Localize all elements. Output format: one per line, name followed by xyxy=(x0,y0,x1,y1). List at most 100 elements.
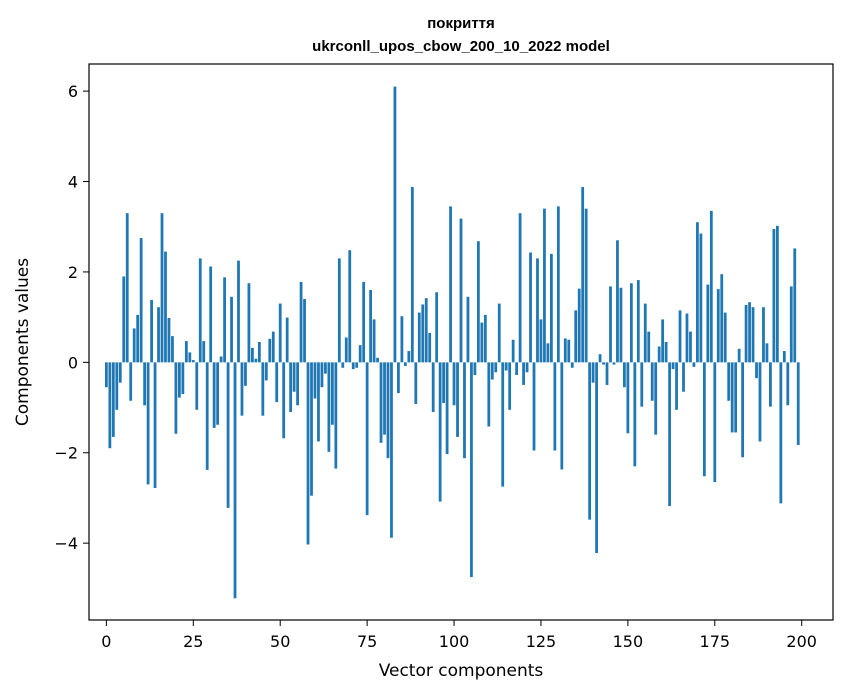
bar-173 xyxy=(706,284,710,363)
bar-58 xyxy=(306,362,310,545)
bar-67 xyxy=(337,258,341,363)
bar-46 xyxy=(264,362,268,381)
bar-96 xyxy=(438,362,442,502)
bar-135 xyxy=(574,310,578,363)
bar-3 xyxy=(115,362,119,410)
bar-10 xyxy=(139,238,143,363)
bar-16 xyxy=(160,213,164,363)
bar-145 xyxy=(609,286,612,363)
bar-45 xyxy=(261,362,265,416)
bar-93 xyxy=(428,332,432,363)
bar-30 xyxy=(209,266,213,363)
bar-131 xyxy=(560,362,564,470)
bar-71 xyxy=(351,362,355,370)
bar-87 xyxy=(407,351,411,363)
y-tick-label: −4 xyxy=(54,534,78,553)
bar-121 xyxy=(525,362,529,373)
bar-6 xyxy=(125,213,129,363)
bar-187 xyxy=(755,362,758,379)
bar-104 xyxy=(466,296,470,363)
bar-192 xyxy=(772,228,776,363)
bar-127 xyxy=(546,343,550,363)
bar-76 xyxy=(369,290,372,363)
bar-154 xyxy=(640,362,644,407)
bar-38 xyxy=(237,260,240,363)
bar-77 xyxy=(372,319,376,363)
bar-35 xyxy=(226,362,230,508)
bar-126 xyxy=(543,208,546,363)
bar-4 xyxy=(118,362,122,383)
bar-62 xyxy=(320,362,324,388)
bar-178 xyxy=(723,312,727,363)
bar-190 xyxy=(765,343,769,363)
bar-143 xyxy=(602,362,605,365)
bar-191 xyxy=(769,362,772,407)
bar-120 xyxy=(522,362,525,385)
bar-152 xyxy=(633,362,637,467)
bar-128 xyxy=(550,253,553,363)
bar-44 xyxy=(257,342,261,363)
bar-34 xyxy=(223,277,226,363)
bar-53 xyxy=(289,362,293,413)
bar-148 xyxy=(619,287,623,363)
bar-42 xyxy=(251,347,254,363)
bar-199 xyxy=(796,362,800,446)
bar-75 xyxy=(365,362,369,516)
bar-5 xyxy=(122,276,126,363)
bar-166 xyxy=(682,362,685,392)
bar-133 xyxy=(567,339,571,363)
bar-155 xyxy=(643,303,647,363)
bar-105 xyxy=(470,362,473,578)
bar-11 xyxy=(143,362,147,406)
bar-196 xyxy=(786,362,790,406)
bar-36 xyxy=(230,296,233,363)
bar-160 xyxy=(661,319,665,363)
bar-20 xyxy=(174,362,178,434)
bar-29 xyxy=(205,362,209,470)
bar-124 xyxy=(536,258,539,363)
bar-110 xyxy=(487,362,491,427)
bar-179 xyxy=(727,362,731,401)
bar-114 xyxy=(501,362,505,487)
chart-title-line2: ukrconll_upos_cbow_200_10_2022 model xyxy=(312,38,610,55)
plot-frame xyxy=(88,63,834,621)
bar-92 xyxy=(424,298,428,363)
bar-176 xyxy=(716,289,720,363)
bar-174 xyxy=(709,210,713,363)
bar-118 xyxy=(515,362,519,375)
bar-55 xyxy=(296,362,299,406)
bar-188 xyxy=(758,362,762,442)
bar-123 xyxy=(532,362,536,451)
bar-91 xyxy=(421,304,425,363)
bar-15 xyxy=(157,307,160,363)
bar-193 xyxy=(775,225,779,363)
bar-84 xyxy=(397,362,400,394)
bar-157 xyxy=(650,362,654,401)
bar-144 xyxy=(605,362,609,385)
bar-140 xyxy=(591,362,595,383)
chart-title-line1: покриття xyxy=(427,15,495,32)
bar-25 xyxy=(191,360,195,363)
bar-137 xyxy=(581,186,585,363)
bar-56 xyxy=(299,281,303,363)
bar-185 xyxy=(748,302,751,363)
bar-100 xyxy=(452,362,456,406)
bar-170 xyxy=(696,222,699,363)
bar-9 xyxy=(136,314,140,363)
bar-0 xyxy=(104,362,108,388)
bar-186 xyxy=(751,307,755,363)
x-tick-label: 150 xyxy=(613,632,644,651)
bar-82 xyxy=(390,362,393,538)
bar-90 xyxy=(417,312,421,363)
bar-115 xyxy=(504,362,508,371)
x-tick-label: 50 xyxy=(270,632,290,651)
x-tick-label: 100 xyxy=(439,632,470,651)
bar-57 xyxy=(303,299,306,363)
bar-164 xyxy=(675,362,678,410)
bar-98 xyxy=(445,362,449,455)
bar-163 xyxy=(671,362,675,370)
bar-112 xyxy=(494,362,498,373)
bar-21 xyxy=(178,362,181,398)
bar-61 xyxy=(317,362,320,442)
bar-23 xyxy=(184,341,188,363)
